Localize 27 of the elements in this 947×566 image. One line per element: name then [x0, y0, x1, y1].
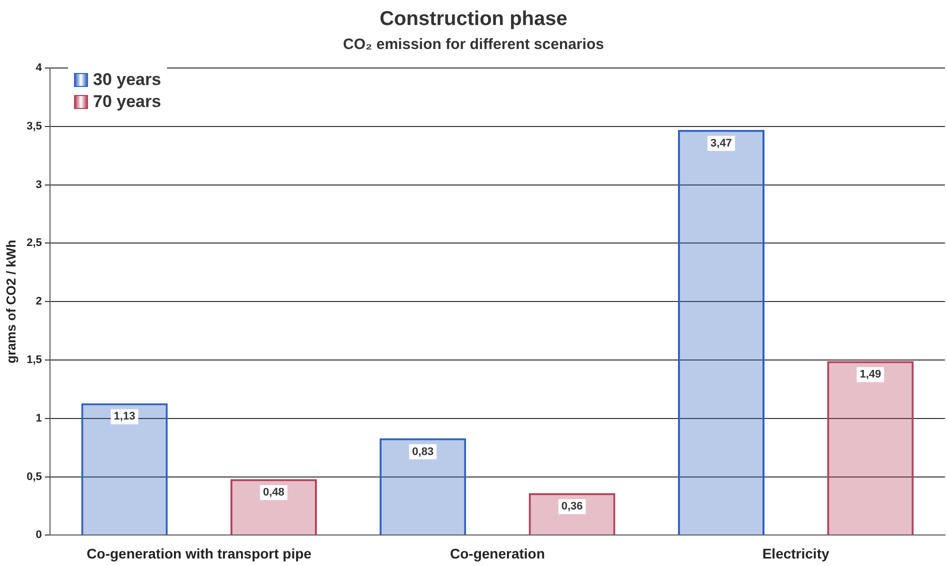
y-tick-label: 4: [36, 62, 43, 74]
y-tick-label: 0: [36, 529, 42, 542]
data-label: 0,36: [561, 500, 583, 513]
y-axis-title: grams of CO2 / kWh: [3, 240, 18, 364]
bar: [528, 493, 616, 535]
x-tick-label: Electricity: [762, 545, 830, 562]
chart-title: Construction phase: [378, 8, 568, 31]
data-label: 1,49: [860, 368, 882, 381]
y-tick-label: 1,5: [26, 354, 42, 366]
y-tick-label: 2: [36, 296, 42, 308]
legend-label: 30 years: [93, 70, 162, 90]
bar: [230, 479, 317, 535]
data-label: 0,48: [262, 486, 284, 499]
data-label: 3,47: [710, 137, 732, 150]
x-tick-label: Co-generation with transport pipe: [86, 545, 312, 562]
data-label: 1,13: [114, 410, 136, 423]
bar: [81, 403, 168, 535]
y-tick-label: 1: [36, 412, 42, 424]
bar: [380, 438, 466, 535]
data-label: 0,83: [412, 446, 434, 458]
y-tick-label: 2,5: [26, 237, 42, 250]
chart-subtitle: CO₂ emission for different scenarios: [342, 36, 605, 53]
x-tick-label: Co-generation: [450, 545, 545, 562]
y-tick-label: 3: [36, 178, 42, 191]
y-tick-label: 3,5: [26, 120, 42, 132]
legend-label: 70 years: [93, 92, 162, 112]
y-tick-label: 0,5: [26, 470, 42, 483]
